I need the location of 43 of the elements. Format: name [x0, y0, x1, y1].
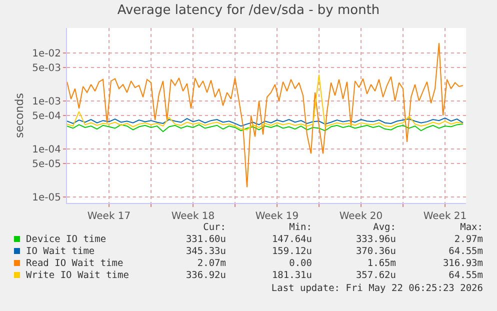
text: 345.33u: [186, 246, 226, 257]
text: 333.96u: [356, 234, 396, 245]
text: Avg:: [373, 222, 396, 233]
legend-label: Device IO time: [26, 234, 106, 245]
legend-label: Read IO Wait time: [26, 258, 124, 269]
chart-title: Average latency for /dev/sda - by month: [117, 2, 380, 18]
line-series: [67, 74, 464, 130]
text: 316.93m: [442, 258, 483, 269]
text: Cur:: [203, 222, 226, 233]
y-tick-label: 1e-04: [32, 144, 61, 156]
text: 2.97m: [454, 234, 483, 245]
text: 357.62u: [356, 270, 396, 281]
text: 370.36u: [356, 246, 396, 257]
text: 181.31u: [272, 270, 312, 281]
text: Min:: [289, 222, 312, 233]
x-tick-label: Week 20: [339, 211, 383, 222]
text: 336.92u: [186, 270, 226, 281]
text: 2.07m: [197, 258, 226, 269]
text: 147.64u: [272, 234, 312, 245]
y-tick-label: 1e-02: [32, 48, 61, 60]
y-tick-label: 1e-05: [32, 192, 61, 204]
x-tick-label: Week 17: [87, 211, 131, 222]
text: 64.55m: [448, 246, 483, 257]
y-tick-label: 5e-03: [32, 62, 61, 74]
x-tick-label: Week 19: [255, 211, 299, 222]
text: 331.60u: [186, 234, 226, 245]
line-series: [67, 42, 464, 188]
text: 159.12u: [272, 246, 312, 257]
legend-label: Write IO Wait time: [26, 270, 129, 281]
y-tick-label: 5e-04: [32, 110, 61, 122]
x-tick-label: Week 18: [171, 211, 215, 222]
text: 64.55m: [448, 270, 483, 281]
text: 1.65m: [367, 258, 396, 269]
x-tick-label: Week 21: [423, 211, 467, 222]
text: Last update: Fri May 22 06:25:23 2026: [271, 283, 483, 294]
line-series: [67, 124, 464, 132]
text: Max:: [460, 222, 483, 233]
text: 0.00: [289, 258, 312, 269]
line-series: [67, 118, 464, 127]
legend-label: IO Wait time: [26, 246, 95, 257]
y-tick-label: 1e-03: [32, 96, 61, 108]
y-axis-title: seconds: [12, 92, 26, 138]
y-tick-label: 5e-05: [32, 158, 61, 170]
